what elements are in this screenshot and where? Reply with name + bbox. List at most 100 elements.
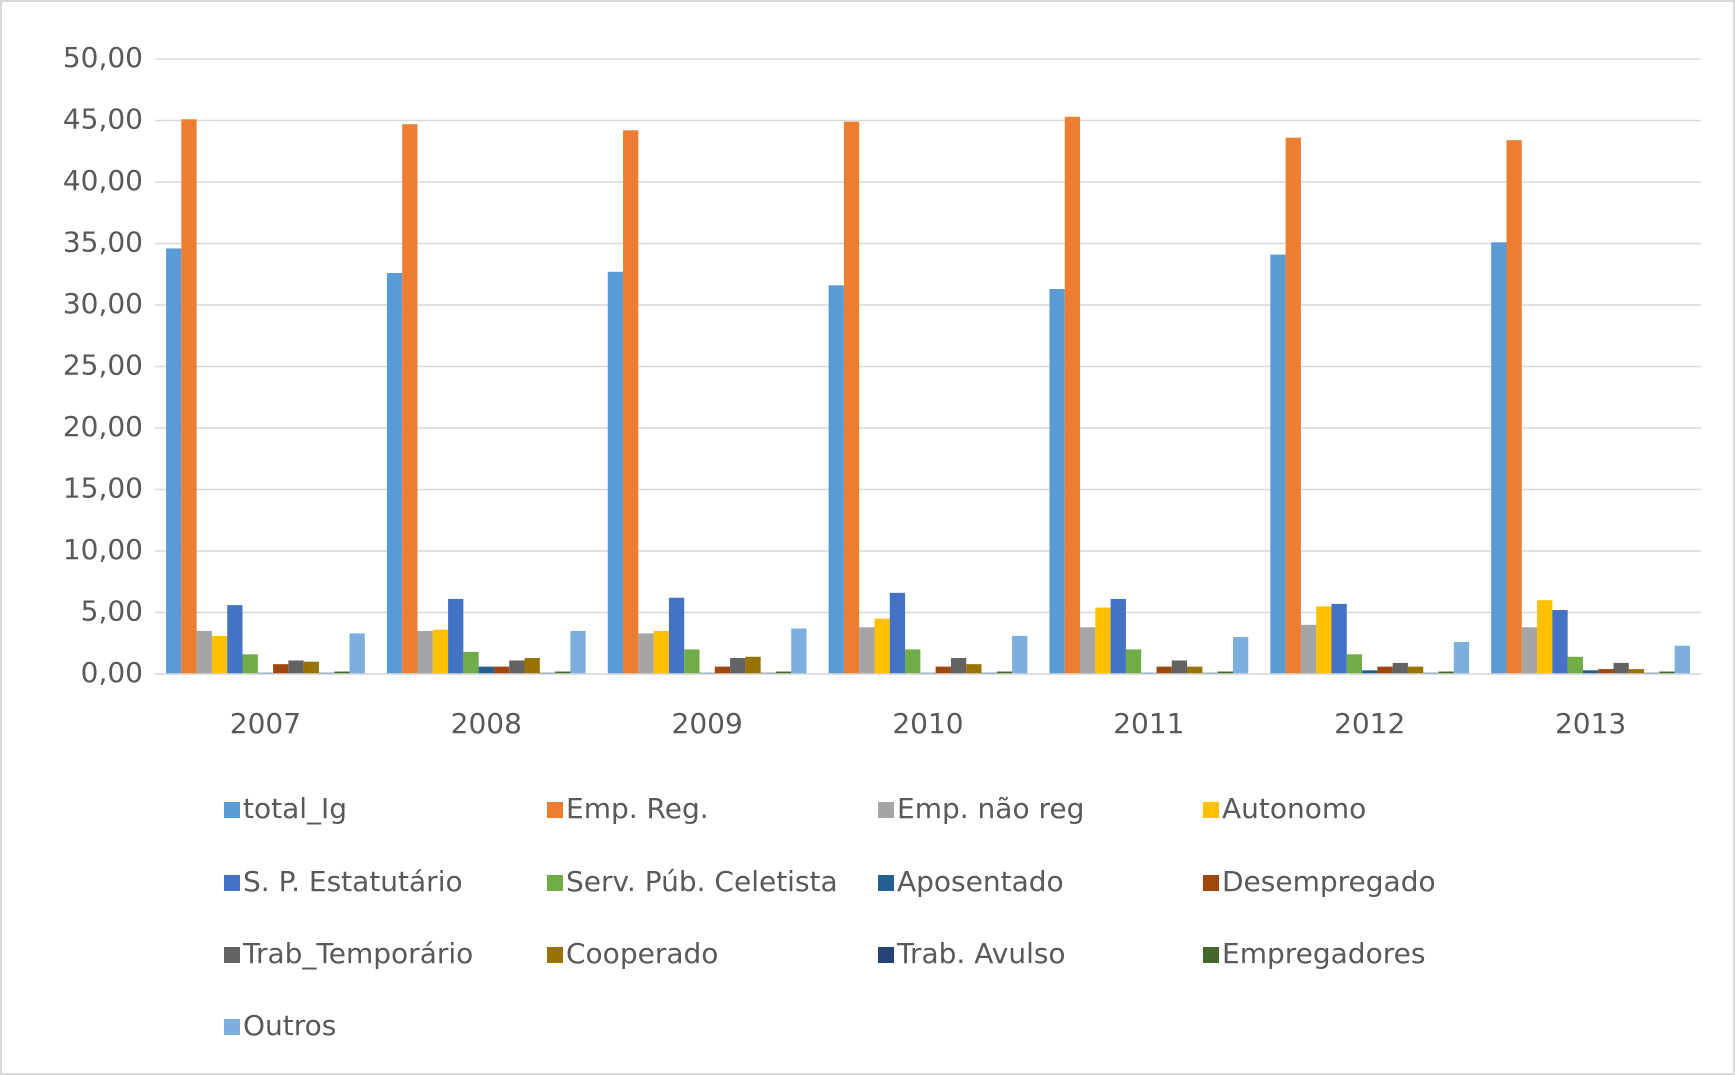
bar [905,649,921,674]
bar [555,671,571,674]
bar [463,651,479,674]
bar [1080,627,1096,674]
bar [1659,671,1675,674]
bar [1125,649,1142,674]
legend-swatch [878,875,894,891]
bar [1552,610,1568,674]
bar [730,658,746,674]
bar [417,630,433,674]
bar [1156,666,1172,674]
legend-swatch [1203,875,1219,891]
bar [1521,627,1538,674]
bar [966,664,982,674]
bar [1674,645,1690,674]
legend-label: Serv. Púb. Celetista [566,865,838,898]
bar [1012,635,1028,674]
bar [1095,607,1111,674]
legend-label: Desempregado [1222,865,1436,898]
bar [843,121,860,675]
legend-swatch [1203,802,1219,818]
bar [1582,670,1599,674]
bar [1300,624,1317,674]
legend-swatch [547,802,563,818]
bar [653,630,669,674]
bar [1537,600,1553,674]
bar [1049,289,1065,674]
legend-swatch [1203,947,1219,963]
bar [1438,671,1454,674]
bar [509,660,525,674]
y-tick-label: 45,00 [63,103,143,136]
bar [1407,666,1424,674]
bar [996,671,1013,674]
y-tick-label: 35,00 [63,226,143,259]
bar [1362,670,1378,674]
y-tick-label: 30,00 [63,287,143,320]
bar [1285,137,1301,675]
legend-label: Trab_Temporário [242,937,473,970]
bar [448,598,464,674]
bar [1110,598,1126,674]
legend-label: Emp. Reg. [566,792,709,825]
bar [181,119,197,674]
bar [638,633,654,674]
bar [211,635,228,674]
legend-swatch [878,802,894,818]
bar [524,658,540,674]
bar [1217,671,1233,674]
legend-label: Aposentado [897,865,1064,898]
legend-swatch [224,802,240,818]
bar [386,273,403,674]
bar [273,664,289,674]
bar [166,248,182,675]
bar [1453,642,1470,674]
y-tick-label: 10,00 [63,533,143,566]
bar [950,658,967,674]
y-tick-label: 40,00 [63,164,143,197]
legend-swatch [224,875,240,891]
bar [570,630,586,674]
x-tick-label: 2011 [1113,707,1184,740]
bar [874,618,890,674]
bar [745,656,761,674]
legend-label: Outros [243,1009,336,1042]
bar [684,649,700,674]
bar [478,666,494,674]
x-tick-label: 2008 [451,707,522,740]
bar [828,285,844,674]
legend-label: Cooperado [566,937,718,970]
legend-swatch [224,1019,240,1035]
bar [1377,666,1393,674]
bar [1187,666,1203,674]
legend-swatch [878,947,894,963]
bar [935,666,951,674]
y-tick-label: 20,00 [63,410,143,443]
bar [607,271,624,674]
bar [1232,637,1249,674]
bar [1392,662,1408,674]
bar [288,660,304,674]
bar [432,629,449,674]
bar [1316,606,1332,674]
legend-label: S. P. Estatutário [243,865,463,898]
bar [1346,654,1363,674]
bar [349,633,365,674]
y-tick-label: 5,00 [81,595,143,628]
bar [1567,656,1583,674]
legend-label: Empregadores [1222,937,1425,970]
bar [714,666,731,674]
x-tick-label: 2009 [672,707,743,740]
legend-label: Emp. não reg [897,792,1084,825]
bar [1171,660,1188,674]
x-tick-label: 2010 [892,707,963,740]
x-tick-label: 2012 [1334,707,1405,740]
bar [791,628,807,674]
legend-swatch [224,947,240,963]
legend-swatch [547,947,563,963]
bar [493,666,510,674]
bar [1064,116,1081,674]
bar [1613,662,1629,674]
y-tick-label: 25,00 [63,349,143,382]
bar [1628,669,1645,674]
